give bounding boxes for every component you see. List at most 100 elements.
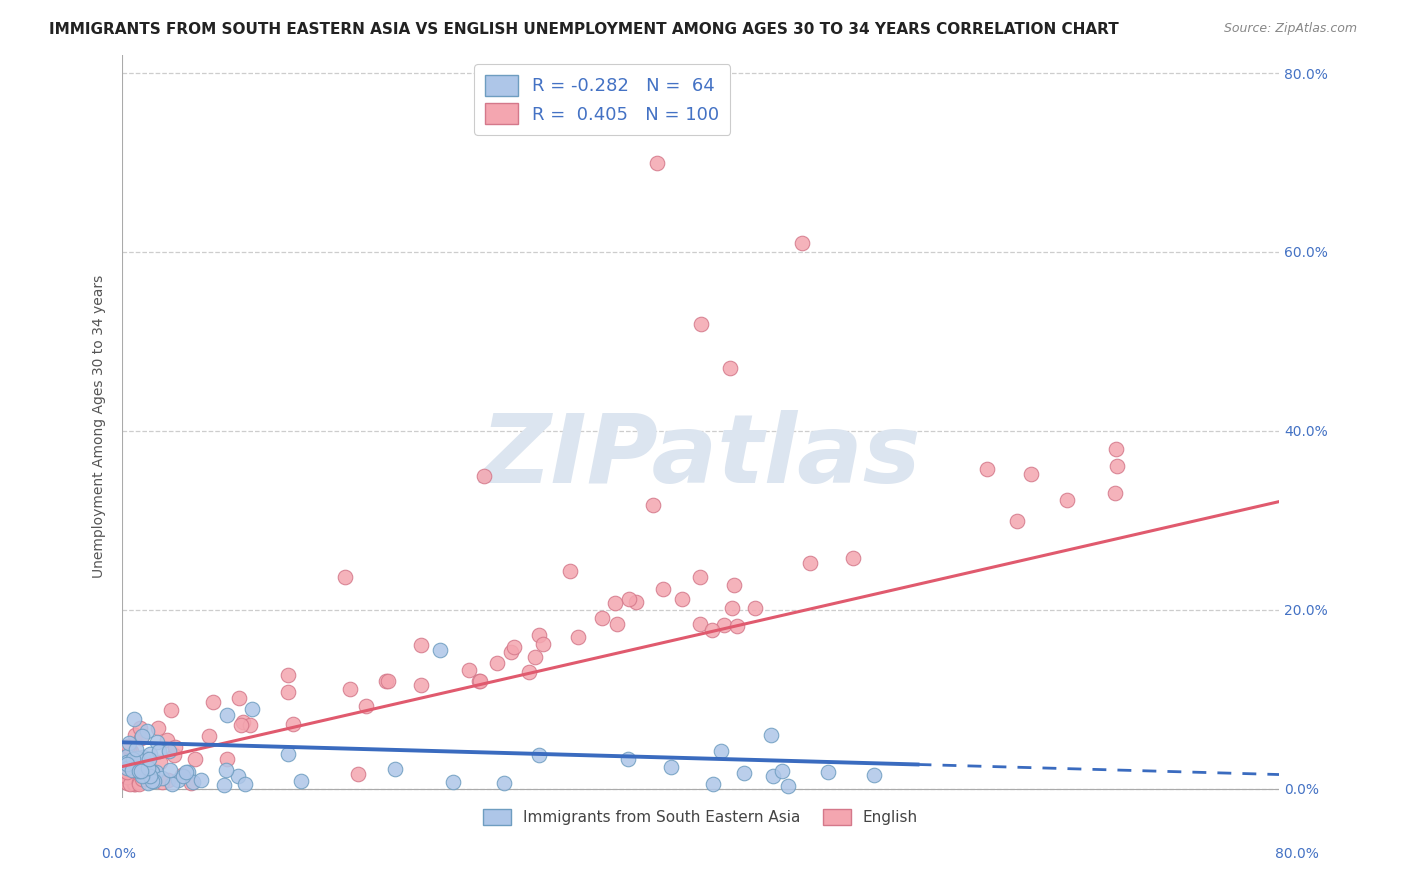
Point (377, 673, 399, 688)
Y-axis label: Unemployment Among Ages 30 to 34 years: Unemployment Among Ages 30 to 34 years (93, 275, 107, 578)
Point (134, 756, 156, 771)
Point (486, 656, 509, 670)
Point (132, 749, 155, 764)
Legend: Immigrants from South Eastern Asia, English: Immigrants from South Eastern Asia, Engl… (477, 803, 924, 831)
Point (606, 617, 628, 632)
Point (710, 744, 733, 758)
Point (163, 740, 186, 755)
Point (136, 724, 159, 739)
Point (159, 764, 181, 778)
Point (799, 556, 821, 570)
Point (733, 765, 755, 780)
Text: 80.0%: 80.0% (1275, 847, 1319, 861)
Point (651, 582, 673, 596)
Point (354, 699, 377, 714)
Point (117, 739, 139, 753)
Point (184, 751, 207, 765)
Point (141, 764, 163, 779)
Point (645, 155, 668, 169)
Point (163, 748, 186, 763)
Point (134, 764, 156, 778)
Point (141, 774, 163, 789)
Point (122, 713, 145, 727)
Point (759, 728, 782, 742)
Point (531, 637, 554, 651)
Point (121, 763, 143, 777)
Point (624, 595, 647, 609)
Point (157, 744, 180, 758)
Point (115, 775, 138, 789)
Point (131, 769, 153, 783)
Point (790, 235, 813, 250)
Point (115, 755, 138, 769)
Point (125, 761, 148, 775)
Point (770, 764, 793, 778)
Point (233, 777, 256, 791)
Point (128, 777, 150, 791)
Point (115, 770, 138, 784)
Point (118, 742, 141, 756)
Point (671, 592, 693, 607)
Point (603, 596, 626, 610)
Point (167, 772, 190, 787)
Text: Source: ZipAtlas.com: Source: ZipAtlas.com (1223, 22, 1357, 36)
Point (501, 645, 523, 659)
Point (333, 570, 356, 584)
Point (384, 763, 406, 777)
Point (591, 610, 613, 624)
Point (125, 750, 148, 764)
Point (617, 591, 640, 606)
Point (181, 775, 204, 789)
Point (138, 747, 160, 761)
Point (120, 777, 142, 791)
Point (468, 674, 491, 689)
Point (529, 628, 551, 642)
Point (129, 759, 152, 773)
Point (689, 570, 711, 584)
Point (217, 751, 239, 765)
Point (115, 764, 138, 779)
Point (659, 760, 682, 774)
Point (778, 779, 800, 793)
Point (174, 765, 197, 780)
Point (138, 762, 160, 776)
Point (472, 468, 495, 483)
Point (689, 317, 711, 331)
Text: 0.0%: 0.0% (101, 847, 136, 861)
Point (409, 638, 432, 652)
Point (212, 778, 235, 792)
Point (115, 761, 138, 775)
Point (1005, 515, 1028, 529)
Point (277, 685, 299, 699)
Point (139, 764, 162, 778)
Point (122, 777, 145, 791)
Point (115, 748, 138, 763)
Point (1105, 458, 1128, 473)
Point (429, 643, 451, 657)
Point (641, 498, 664, 512)
Point (527, 747, 550, 762)
Point (228, 691, 250, 706)
Point (468, 674, 491, 689)
Point (131, 729, 153, 743)
Point (617, 752, 640, 766)
Point (1105, 442, 1128, 456)
Point (240, 702, 263, 716)
Point (347, 767, 370, 781)
Point (339, 681, 361, 696)
Point (131, 772, 153, 786)
Point (128, 764, 150, 778)
Point (718, 361, 741, 376)
Point (139, 769, 162, 783)
Point (519, 665, 541, 679)
Point (138, 776, 160, 790)
Point (215, 707, 238, 722)
Point (725, 619, 748, 633)
Point (118, 776, 141, 790)
Point (138, 761, 160, 775)
Point (229, 718, 252, 732)
Point (239, 717, 262, 731)
Point (124, 777, 146, 791)
Point (177, 765, 200, 780)
Point (723, 577, 745, 591)
